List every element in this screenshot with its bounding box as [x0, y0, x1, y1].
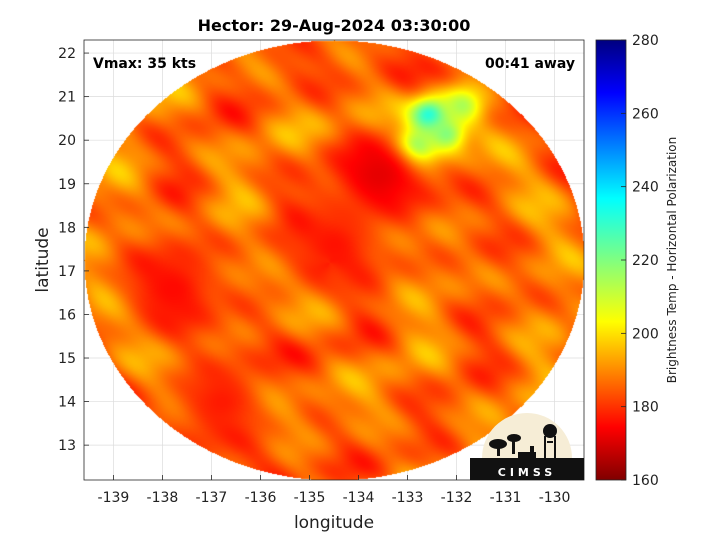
x-tick-label: -133: [392, 490, 424, 506]
colorbar-tick-label: 260: [632, 106, 659, 122]
y-tick-label: 15: [58, 351, 76, 367]
colorbar-tick-label: 180: [632, 400, 659, 416]
y-tick-label: 22: [58, 46, 76, 62]
colorbar-tick-label: 220: [632, 253, 659, 269]
y-axis: 13 14 15 16 17 18 19 20 21 22: [58, 46, 89, 454]
y-tick-label: 19: [58, 177, 76, 193]
x-tick-label: -132: [441, 490, 473, 506]
logo-text: CIMSS: [498, 466, 556, 479]
x-axis-label: longitude: [294, 513, 374, 533]
y-tick-label: 13: [58, 438, 76, 454]
y-tick-label: 21: [58, 90, 76, 106]
heatmap-field-container: [84, 40, 584, 480]
x-tick-label: -134: [343, 490, 375, 506]
x-tick-label: -135: [294, 490, 326, 506]
colorbar-tick-label: 160: [632, 473, 659, 489]
x-axis: -139 -138 -137 -136 -135 -134 -133 -132 -131 -130: [98, 475, 571, 506]
colorbar: 160 180 200 220 240 260 280 Brightness Temp - …: [595, 33, 679, 489]
y-tick-label: 18: [58, 220, 76, 236]
colorbar-ticks: 160 180 200 220 240 260 280: [621, 33, 659, 489]
colorbar-tick-label: 240: [632, 180, 659, 196]
x-tick-label: -138: [147, 490, 179, 506]
plot-area: -139 -138 -137 -136 -135 -134 -133 -132 -131 -130…: [58, 39, 585, 506]
y-tick-label: 14: [58, 395, 76, 411]
x-tick-label: -130: [539, 490, 571, 506]
logo-silhouette: [470, 424, 584, 480]
y-tick-label: 16: [58, 307, 76, 323]
x-tick-label: -131: [490, 490, 522, 506]
y-axis-label: latitude: [33, 227, 53, 292]
chart-title: Hector: 29-Aug-2024 03:30:00: [198, 16, 471, 35]
x-tick-label: -136: [245, 490, 277, 506]
x-tick-label: -137: [196, 490, 228, 506]
y-tick-label: 17: [58, 264, 76, 280]
cimss-logo: CIMSS: [470, 413, 584, 480]
x-tick-label: -139: [98, 490, 130, 506]
colorbar-tick-label: 280: [632, 33, 659, 49]
plot-frame: [83, 39, 585, 481]
colorbar-label: Brightness Temp - Horizontal Polarizatio…: [665, 137, 679, 384]
time-offset-annotation: 00:41 away: [485, 56, 575, 72]
y-tick-label: 20: [58, 133, 76, 149]
vmax-annotation: Vmax: 35 kts: [93, 56, 196, 72]
colorbar-tick-label: 200: [632, 326, 659, 342]
